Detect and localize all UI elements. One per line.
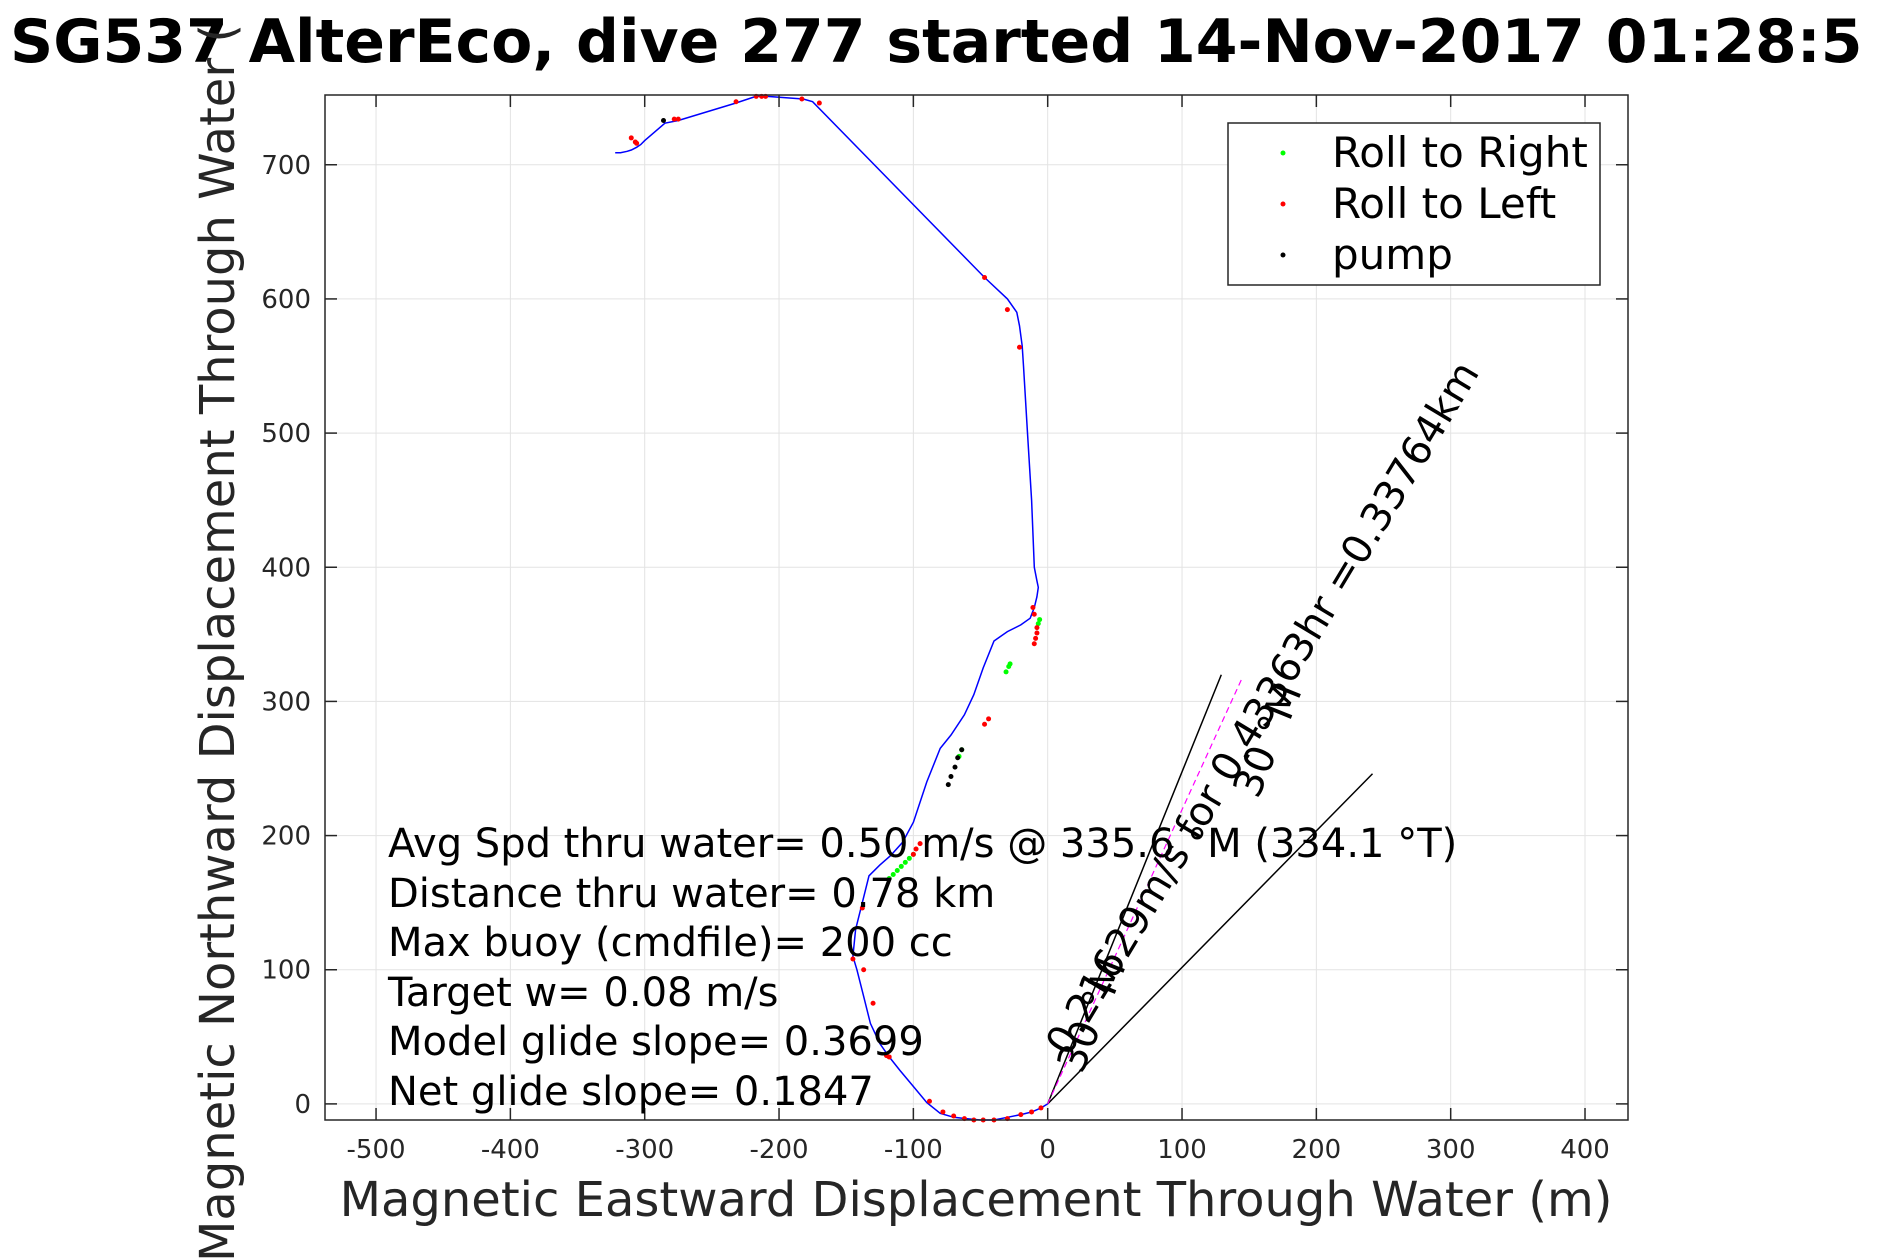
roll-left-point	[733, 99, 739, 105]
roll-left-point	[910, 851, 916, 857]
x-tick-label: 200	[1292, 1135, 1342, 1165]
roll-left-point	[1004, 307, 1010, 313]
x-tick-label: 300	[1426, 1135, 1476, 1165]
y-tick-label: 200	[261, 822, 311, 852]
annotation-model-glide-slope: Model glide slope= 0.3699	[388, 1019, 924, 1065]
pump-point	[952, 764, 958, 770]
y-tick-label: 100	[261, 956, 311, 986]
y-tick-label: 300	[261, 687, 311, 717]
x-tick-label: -100	[884, 1135, 943, 1165]
roll-left-point	[926, 1098, 932, 1104]
roll-left-point	[1034, 625, 1040, 631]
x-tick-label: -500	[347, 1135, 406, 1165]
roll-left-point	[799, 96, 805, 102]
x-tick-label: -200	[750, 1135, 809, 1165]
x-tick-label: -300	[615, 1135, 674, 1165]
annotation-distance: Distance thru water= 0.78 km	[388, 871, 995, 917]
annotation-net-glide-slope: Net glide slope= 0.1847	[388, 1069, 874, 1115]
roll-left-point	[816, 100, 822, 106]
legend-marker-pump	[1280, 252, 1286, 258]
roll-left-point	[632, 139, 638, 145]
roll-right-point	[894, 867, 900, 873]
x-axis-label: Magnetic Eastward Displacement Through W…	[340, 1172, 1613, 1228]
plot-content	[615, 93, 1374, 1123]
roll-right-point	[902, 859, 908, 865]
roll-left-point	[986, 716, 992, 722]
roll-left-point	[1031, 641, 1037, 647]
roll-left-point	[675, 116, 681, 122]
grid-lines	[325, 95, 1628, 1120]
dive-statistics: Avg Spd thru water= 0.50 m/s @ 335.6 °M …	[387, 821, 1457, 1115]
legend-label-roll-left: Roll to Left	[1332, 179, 1556, 228]
y-tick-label: 700	[261, 151, 311, 181]
y-tick-label: 0	[294, 1090, 311, 1120]
roll-left-point	[940, 1109, 946, 1115]
roll-left-point	[1031, 611, 1037, 617]
pump-point	[959, 747, 965, 753]
roll-left-point	[628, 135, 634, 141]
pump-point	[955, 755, 961, 761]
roll-left-point	[883, 1053, 889, 1059]
roll-right-point	[1007, 661, 1013, 667]
roll-right-point	[1037, 617, 1043, 623]
bearing-line	[1047, 773, 1374, 1105]
legend-marker-roll-right	[1280, 150, 1286, 156]
roll-left-point	[1029, 1109, 1035, 1115]
roll-left-point	[1034, 630, 1040, 636]
roll-right-point	[890, 871, 896, 877]
legend: Roll to Right Roll to Left pump	[1227, 122, 1601, 286]
roll-left-point	[859, 905, 865, 911]
y-tick-label: 400	[261, 553, 311, 583]
roll-left-point	[1038, 1105, 1044, 1111]
roll-left-point	[1016, 344, 1022, 350]
annotation-avg-speed: Avg Spd thru water= 0.50 m/s @ 335.6 °M …	[388, 821, 1457, 867]
roll-left-point	[861, 967, 867, 973]
roll-left-point	[1018, 1112, 1024, 1118]
roll-left-point	[982, 274, 988, 280]
annotation-target-w: Target w= 0.08 m/s	[387, 970, 778, 1016]
roll-right-point	[906, 855, 912, 861]
roll-left-point	[913, 846, 919, 852]
y-tick-label: 600	[261, 285, 311, 315]
roll-left-point	[870, 1000, 876, 1006]
pump-point	[948, 774, 954, 780]
y-axis-label: Magnetic Northward Displacement Through …	[190, 24, 246, 1260]
x-tick-label: 400	[1560, 1135, 1610, 1165]
net-displacement-line	[1047, 677, 1244, 1105]
x-tick-label: 100	[1157, 1135, 1207, 1165]
axis-ticks: -500 -400 -300 -200 -100 0 100 200 300 400 0 100 200…	[261, 95, 1628, 1165]
y-tick-label: 500	[261, 419, 311, 449]
pump-point	[661, 117, 667, 123]
legend-marker-roll-left	[1280, 201, 1286, 207]
roll-left-point	[982, 721, 988, 727]
roll-right-point	[1035, 621, 1041, 627]
roll-right-point	[886, 876, 892, 882]
roll-left-point	[1030, 605, 1036, 610]
roll-left-point	[671, 116, 677, 122]
roll-left-point	[1033, 635, 1039, 641]
x-tick-label: -400	[481, 1135, 540, 1165]
legend-label-roll-right: Roll to Right	[1332, 128, 1588, 177]
x-tick-label: 0	[1039, 1135, 1056, 1165]
pump-point	[945, 782, 951, 788]
roll-right-point	[1003, 669, 1009, 675]
roll-left-point	[917, 841, 923, 847]
roll-left-point	[850, 956, 856, 962]
bearing-line	[1046, 674, 1222, 1105]
legend-label-pump: pump	[1332, 230, 1453, 279]
legend-box	[1227, 122, 1601, 286]
chart-title: SG537 AlterEco, dive 277 started 14-Nov-…	[10, 7, 1863, 77]
axes-box	[324, 94, 1629, 1121]
roll-left-point	[951, 1113, 957, 1119]
annotation-max-buoy: Max buoy (cmdfile)= 200 cc	[388, 920, 953, 966]
roll-right-point	[898, 863, 904, 869]
